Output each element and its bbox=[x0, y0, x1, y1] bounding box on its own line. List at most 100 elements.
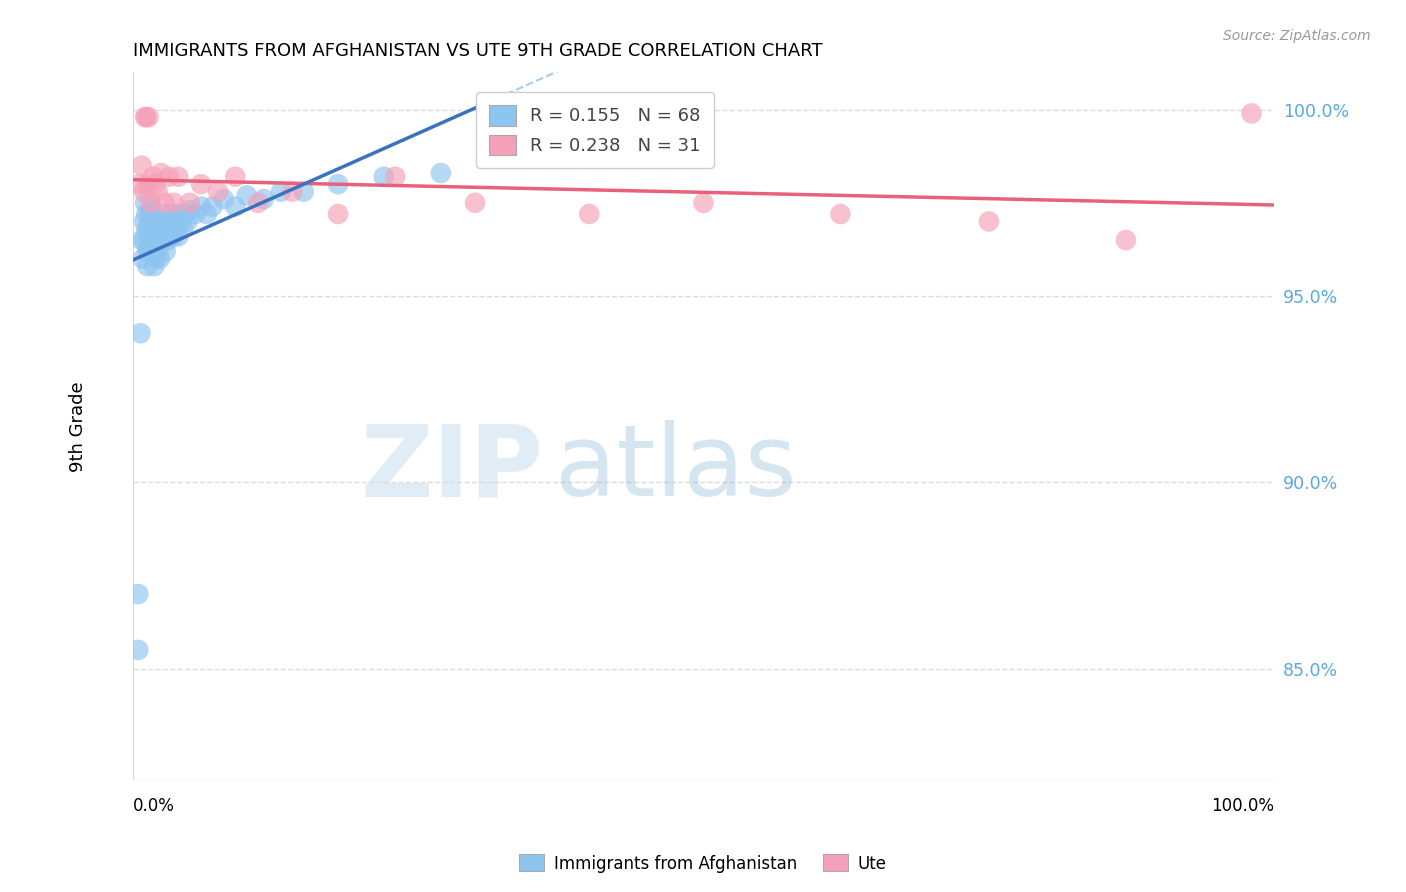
Point bbox=[132, 252, 155, 266]
Point bbox=[145, 252, 167, 266]
Point bbox=[142, 214, 165, 228]
Point bbox=[139, 214, 162, 228]
Point bbox=[135, 207, 157, 221]
Point bbox=[195, 207, 218, 221]
Point bbox=[384, 169, 406, 184]
Point bbox=[138, 110, 160, 124]
Point bbox=[157, 214, 180, 228]
Point bbox=[184, 207, 207, 221]
Point bbox=[150, 214, 173, 228]
Point bbox=[143, 259, 166, 273]
Point bbox=[169, 214, 191, 228]
Point bbox=[139, 236, 162, 251]
Point bbox=[270, 185, 292, 199]
Point bbox=[128, 177, 150, 191]
Point bbox=[1240, 106, 1263, 120]
Point bbox=[172, 222, 194, 236]
Point bbox=[136, 177, 159, 191]
Point bbox=[131, 233, 153, 247]
Point bbox=[136, 244, 159, 259]
Point bbox=[224, 169, 246, 184]
Point bbox=[156, 222, 179, 236]
Point bbox=[326, 207, 349, 221]
Point bbox=[578, 207, 600, 221]
Point bbox=[179, 203, 201, 218]
Point bbox=[153, 195, 176, 210]
Legend: Immigrants from Afghanistan, Ute: Immigrants from Afghanistan, Ute bbox=[513, 847, 893, 880]
Point bbox=[167, 207, 190, 221]
Point bbox=[212, 192, 235, 206]
Point bbox=[201, 200, 224, 214]
Point bbox=[142, 169, 165, 184]
Point bbox=[159, 229, 181, 244]
Point bbox=[134, 195, 156, 210]
Point bbox=[135, 222, 157, 236]
Point bbox=[141, 226, 163, 240]
Point bbox=[692, 195, 714, 210]
Point bbox=[135, 110, 157, 124]
Point bbox=[153, 229, 176, 244]
Point bbox=[167, 169, 190, 184]
Point bbox=[292, 185, 315, 199]
Text: atlas: atlas bbox=[555, 420, 797, 517]
Point bbox=[281, 185, 304, 199]
Point bbox=[146, 185, 169, 199]
Text: ZIP: ZIP bbox=[361, 420, 544, 517]
Point bbox=[129, 326, 152, 341]
Text: IMMIGRANTS FROM AFGHANISTAN VS UTE 9TH GRADE CORRELATION CHART: IMMIGRANTS FROM AFGHANISTAN VS UTE 9TH G… bbox=[132, 42, 823, 60]
Point bbox=[131, 159, 153, 173]
Point bbox=[155, 244, 177, 259]
Point bbox=[157, 169, 180, 184]
Point bbox=[149, 233, 172, 247]
Point bbox=[149, 252, 172, 266]
Point bbox=[163, 229, 186, 244]
Point bbox=[145, 244, 167, 259]
Point bbox=[174, 207, 197, 221]
Text: 100.0%: 100.0% bbox=[1212, 797, 1274, 815]
Point bbox=[139, 195, 162, 210]
Point bbox=[830, 207, 852, 221]
Point bbox=[163, 214, 186, 228]
Point bbox=[136, 259, 159, 273]
Point bbox=[138, 222, 160, 236]
Point bbox=[146, 236, 169, 251]
Point bbox=[150, 166, 173, 180]
Text: 9th Grade: 9th Grade bbox=[69, 381, 87, 472]
Point bbox=[145, 177, 167, 191]
Point bbox=[235, 188, 257, 202]
Point bbox=[141, 203, 163, 218]
Legend: R = 0.155   N = 68, R = 0.238   N = 31: R = 0.155 N = 68, R = 0.238 N = 31 bbox=[477, 92, 714, 168]
Point bbox=[253, 192, 276, 206]
Point bbox=[224, 200, 246, 214]
Text: Source: ZipAtlas.com: Source: ZipAtlas.com bbox=[1223, 29, 1371, 43]
Point bbox=[150, 222, 173, 236]
Point bbox=[464, 195, 486, 210]
Point bbox=[179, 195, 201, 210]
Point bbox=[326, 177, 349, 191]
Point bbox=[162, 207, 184, 221]
Point bbox=[145, 222, 167, 236]
Point bbox=[138, 244, 160, 259]
Point bbox=[143, 241, 166, 255]
Point bbox=[167, 229, 190, 244]
Point bbox=[190, 200, 212, 214]
Point bbox=[190, 177, 212, 191]
Point bbox=[132, 214, 155, 228]
Point bbox=[132, 233, 155, 247]
Point bbox=[430, 166, 453, 180]
Point bbox=[152, 207, 174, 221]
Point bbox=[247, 195, 270, 210]
Point bbox=[138, 229, 160, 244]
Point bbox=[127, 587, 149, 601]
Point bbox=[146, 214, 169, 228]
Point bbox=[132, 185, 155, 199]
Point bbox=[176, 214, 198, 228]
Point bbox=[145, 229, 167, 244]
Point bbox=[134, 110, 156, 124]
Point bbox=[160, 222, 183, 236]
Point bbox=[1115, 233, 1137, 247]
Text: 0.0%: 0.0% bbox=[132, 797, 174, 815]
Point bbox=[148, 222, 170, 236]
Point bbox=[127, 643, 149, 657]
Point bbox=[150, 236, 173, 251]
